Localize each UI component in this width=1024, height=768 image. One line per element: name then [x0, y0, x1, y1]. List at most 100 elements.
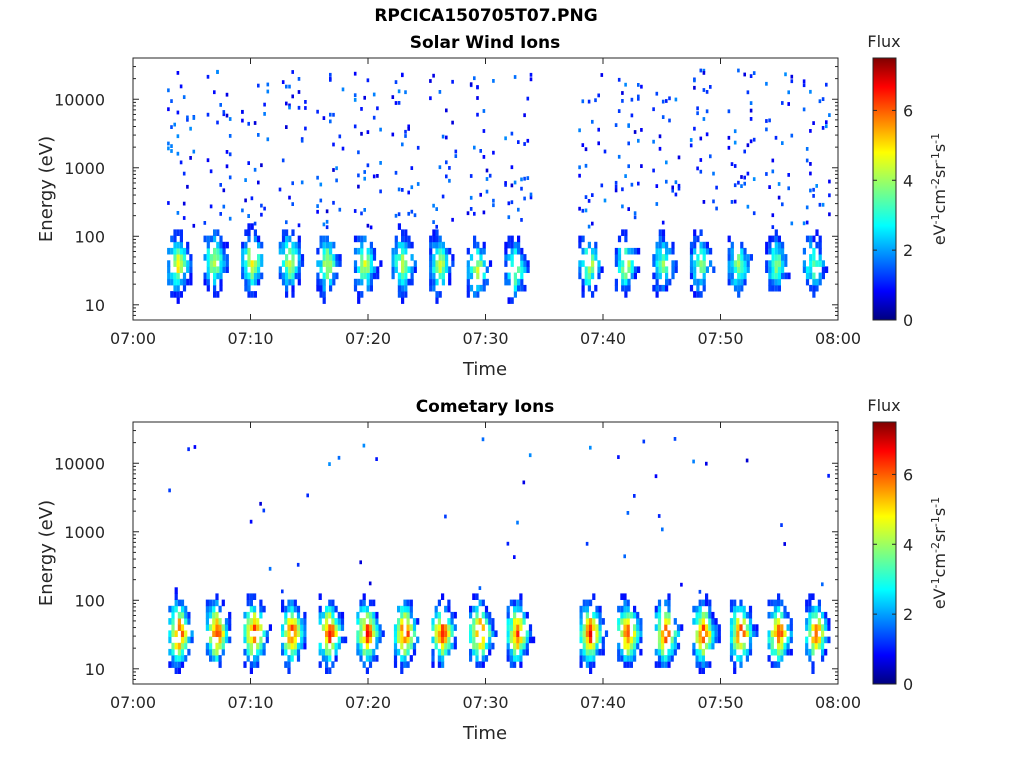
heatmap-cell	[372, 247, 377, 255]
heatmap-cell	[595, 648, 599, 656]
heatmap-cell	[824, 611, 828, 619]
heatmap-cell	[705, 241, 709, 249]
heatmap-cell	[585, 618, 589, 625]
heatmap-cell	[250, 266, 254, 273]
heatmap-cell	[633, 247, 637, 255]
heatmap-cell	[400, 642, 404, 650]
heatmap-cell	[743, 266, 747, 273]
heatmap-cell	[297, 254, 301, 261]
heatmap-cell	[513, 630, 517, 637]
heatmap-cell	[325, 219, 329, 224]
heatmap-cell	[294, 272, 298, 280]
heatmap-cell	[216, 241, 220, 249]
heatmap-cell	[698, 636, 702, 644]
heatmap-cell	[432, 266, 436, 273]
heatmap-cell	[805, 605, 809, 613]
heatmap-cell	[475, 593, 479, 600]
heatmap-cell	[403, 655, 407, 662]
heatmap-cell	[472, 618, 476, 625]
heatmap-cell	[698, 630, 702, 637]
heatmap-cell	[705, 661, 709, 668]
heatmap-cell	[617, 109, 621, 113]
heatmap-cell	[325, 235, 329, 243]
heatmap-cell	[589, 445, 592, 450]
heatmap-cell	[366, 278, 370, 286]
heatmap-cell	[176, 278, 180, 286]
heatmap-cell	[581, 235, 585, 243]
heatmap-cell	[325, 254, 329, 261]
heatmap-cell	[466, 284, 470, 292]
heatmap-cell	[771, 284, 775, 292]
heatmap-cell	[709, 247, 713, 255]
heatmap-cell	[257, 83, 260, 88]
heatmap-cell	[174, 593, 178, 600]
heatmap-cell	[225, 254, 229, 261]
heatmap-cell	[777, 241, 781, 249]
heatmap-cell	[781, 266, 785, 273]
heatmap-cell	[740, 184, 743, 188]
heatmap-cell	[665, 272, 669, 280]
heatmap-cell	[655, 247, 659, 255]
heatmap-cell	[293, 605, 297, 613]
heatmap-cell	[174, 630, 178, 637]
heatmap-cell	[636, 611, 640, 619]
heatmap-cell	[652, 272, 656, 280]
heatmap-cell	[316, 272, 320, 280]
heatmap-cell	[584, 247, 588, 255]
heatmap-cell	[692, 618, 696, 625]
heatmap-cell	[247, 223, 251, 230]
heatmap-cell	[262, 642, 266, 650]
heatmap-cell	[695, 636, 699, 644]
heatmap-cell	[179, 84, 183, 89]
heatmap-cell	[824, 636, 828, 644]
heatmap-cell	[708, 636, 712, 644]
heatmap-cell	[179, 229, 183, 236]
heatmap-cell	[513, 180, 517, 185]
heatmap-cell	[318, 593, 322, 600]
heatmap-cell	[743, 260, 747, 267]
heatmap-cell	[445, 135, 448, 140]
heatmap-cell	[482, 284, 486, 292]
heatmap-cell	[416, 182, 420, 186]
heatmap-cell	[218, 642, 222, 650]
heatmap-cell	[696, 106, 699, 111]
heatmap-cell	[504, 247, 508, 255]
heatmap-cell	[598, 630, 602, 637]
heatmap-cell	[665, 241, 669, 249]
heatmap-cell	[407, 211, 410, 216]
heatmap-cell	[513, 611, 517, 619]
heatmap-cell	[469, 605, 473, 613]
heatmap-cell	[802, 260, 806, 267]
heatmap-cell	[167, 266, 171, 273]
heatmap-cell	[285, 272, 289, 280]
heatmap-cell	[629, 648, 633, 656]
heatmap-cell	[429, 272, 433, 280]
heatmap-cell	[437, 636, 441, 644]
heatmap-cell	[401, 272, 405, 280]
heatmap-cell	[658, 272, 662, 280]
heatmap-cell	[303, 618, 307, 625]
x-tick-label: 07:10	[227, 693, 273, 712]
heatmap-cell	[335, 272, 339, 280]
heatmap-cell	[811, 667, 815, 674]
heatmap-cell	[621, 99, 624, 103]
heatmap-cell	[639, 648, 643, 656]
heatmap-cell	[209, 624, 213, 631]
heatmap-cell	[288, 105, 291, 110]
heatmap-cell	[667, 661, 671, 668]
heatmap-cell	[655, 184, 659, 188]
heatmap-cell	[372, 611, 376, 619]
heatmap-cell	[356, 636, 360, 644]
heatmap-cell	[701, 618, 705, 625]
heatmap-cell	[783, 630, 787, 637]
heatmap-cell	[523, 260, 527, 267]
heatmap-cell	[206, 260, 210, 267]
heatmap-cell	[445, 247, 449, 255]
heatmap-cell	[765, 266, 769, 273]
heatmap-cell	[802, 83, 806, 88]
heatmap-cell	[174, 642, 178, 650]
heatmap-cell	[316, 247, 320, 255]
heatmap-cell	[249, 624, 253, 631]
heatmap-cell	[372, 272, 377, 280]
heatmap-cell	[322, 235, 326, 243]
